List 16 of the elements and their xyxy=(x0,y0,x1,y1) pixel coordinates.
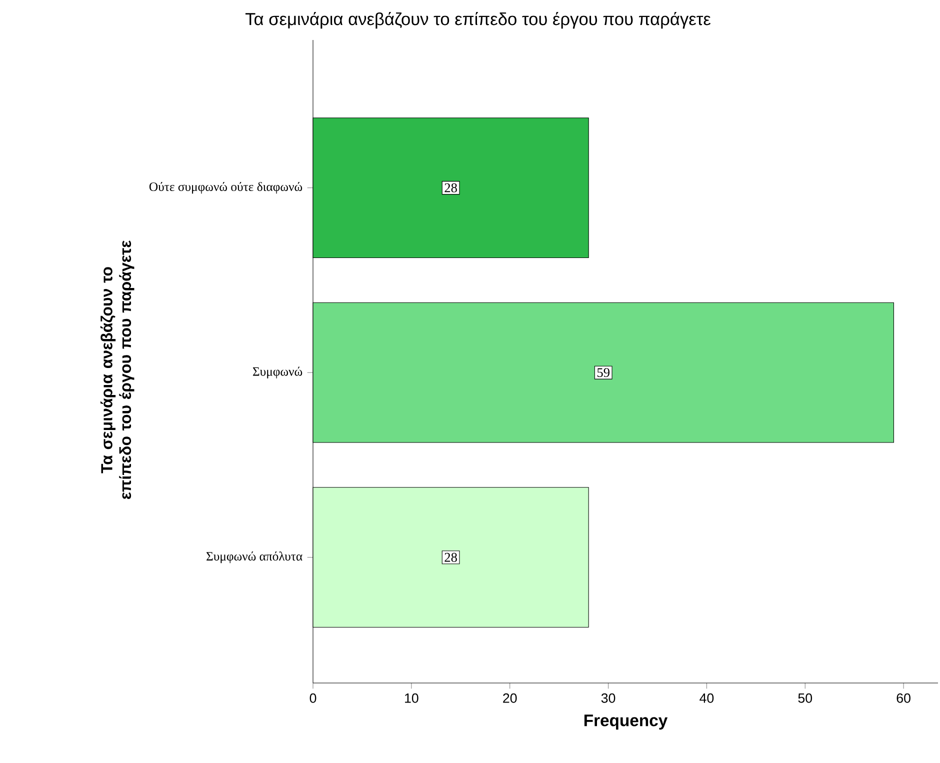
x-tick-label: 30 xyxy=(601,693,616,703)
y-tick-label: Συμφωνώ xyxy=(252,366,302,378)
x-tick-label: 10 xyxy=(405,693,418,703)
y-axis-title: Τα σεμινάρια ανεβάζουν το επίπεδο του έργου που παράγετε xyxy=(100,240,134,500)
x-axis-title: Frequency xyxy=(584,714,668,730)
data-label: 28 xyxy=(444,552,457,562)
data-label: 28 xyxy=(444,183,457,192)
y-tick-label: Ούτε συμφωνώ ούτε διαφωνώ xyxy=(149,182,302,194)
y-tick-label: Συμφωνώ απόλυτα xyxy=(206,552,302,564)
x-tick-label: 60 xyxy=(896,693,910,703)
x-tick-label: 50 xyxy=(798,693,812,703)
x-tick-label: 40 xyxy=(700,693,714,703)
x-tick-label: 20 xyxy=(503,693,517,703)
x-tick-label: 0 xyxy=(310,693,316,703)
data-label: 59 xyxy=(597,368,610,378)
chart-title: Τα σεμινάρια ανεβάζουν το επίπεδο του έργου που παράγετε xyxy=(245,12,711,29)
